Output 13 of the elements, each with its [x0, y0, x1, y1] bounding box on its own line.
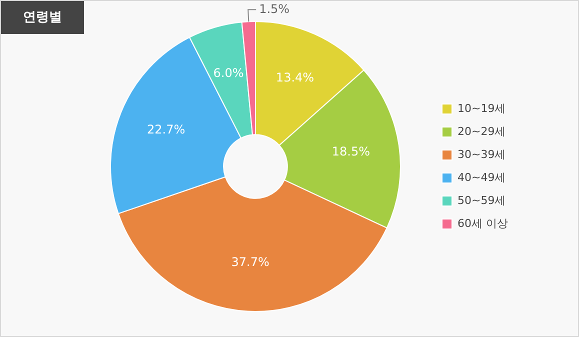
data-label: 1.5% [259, 2, 290, 16]
legend-label: 40~49세 [458, 170, 506, 184]
data-label: 37.7% [231, 254, 270, 269]
legend-label: 20~29세 [458, 124, 506, 138]
data-label: 22.7% [147, 122, 186, 136]
text: 연령별 [1, 1, 84, 34]
legend-label: 50~59세 [458, 194, 506, 207]
legend-label: 60세 이상 [458, 216, 508, 230]
data-label: 13.4% [276, 70, 314, 85]
legend-label: 30~39세 [458, 148, 506, 161]
data-label: 6.0% [213, 66, 244, 80]
data-label: 18.5% [332, 144, 370, 159]
legend-label: 10~19세 [458, 102, 506, 115]
